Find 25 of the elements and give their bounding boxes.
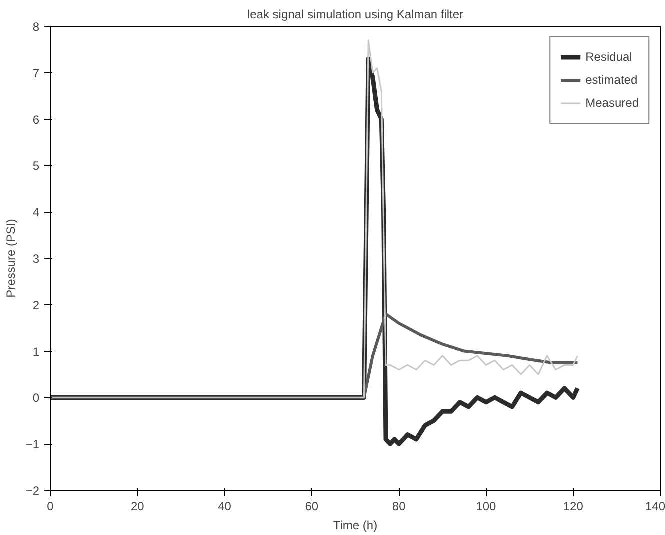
y-tick-label: 3 [32,252,40,266]
x-tick-label: 20 [130,500,145,514]
y-tick-label: 7 [32,66,40,80]
y-tick-label: −2 [26,484,40,498]
chart-title: leak signal simulation using Kalman filter [247,8,464,22]
y-tick-label: 4 [32,206,40,220]
legend-label: Residual [586,50,632,64]
y-tick-label: 5 [32,159,40,174]
y-tick-label: 2 [32,298,40,312]
y-tick-label: 0 [32,391,40,406]
y-tick-label: 1 [32,344,40,359]
y-tick-label: −1 [26,438,40,452]
y-tick-label: 6 [32,112,40,127]
x-tick-label: 40 [218,500,232,514]
legend-label: estimated [586,73,638,87]
x-tick-label: 140 [645,500,665,514]
x-tick-label: 60 [305,500,319,514]
x-tick-label: 100 [476,500,497,514]
x-tick-label: 0 [47,500,54,514]
x-tick-label: 80 [392,500,406,514]
x-axis-title: Time (h) [333,518,378,532]
y-axis-title: Pressure (PSI) [4,219,18,298]
y-tick-label: 8 [32,20,40,34]
legend-label: Measured [586,96,639,110]
x-tick-label: 120 [563,500,584,514]
